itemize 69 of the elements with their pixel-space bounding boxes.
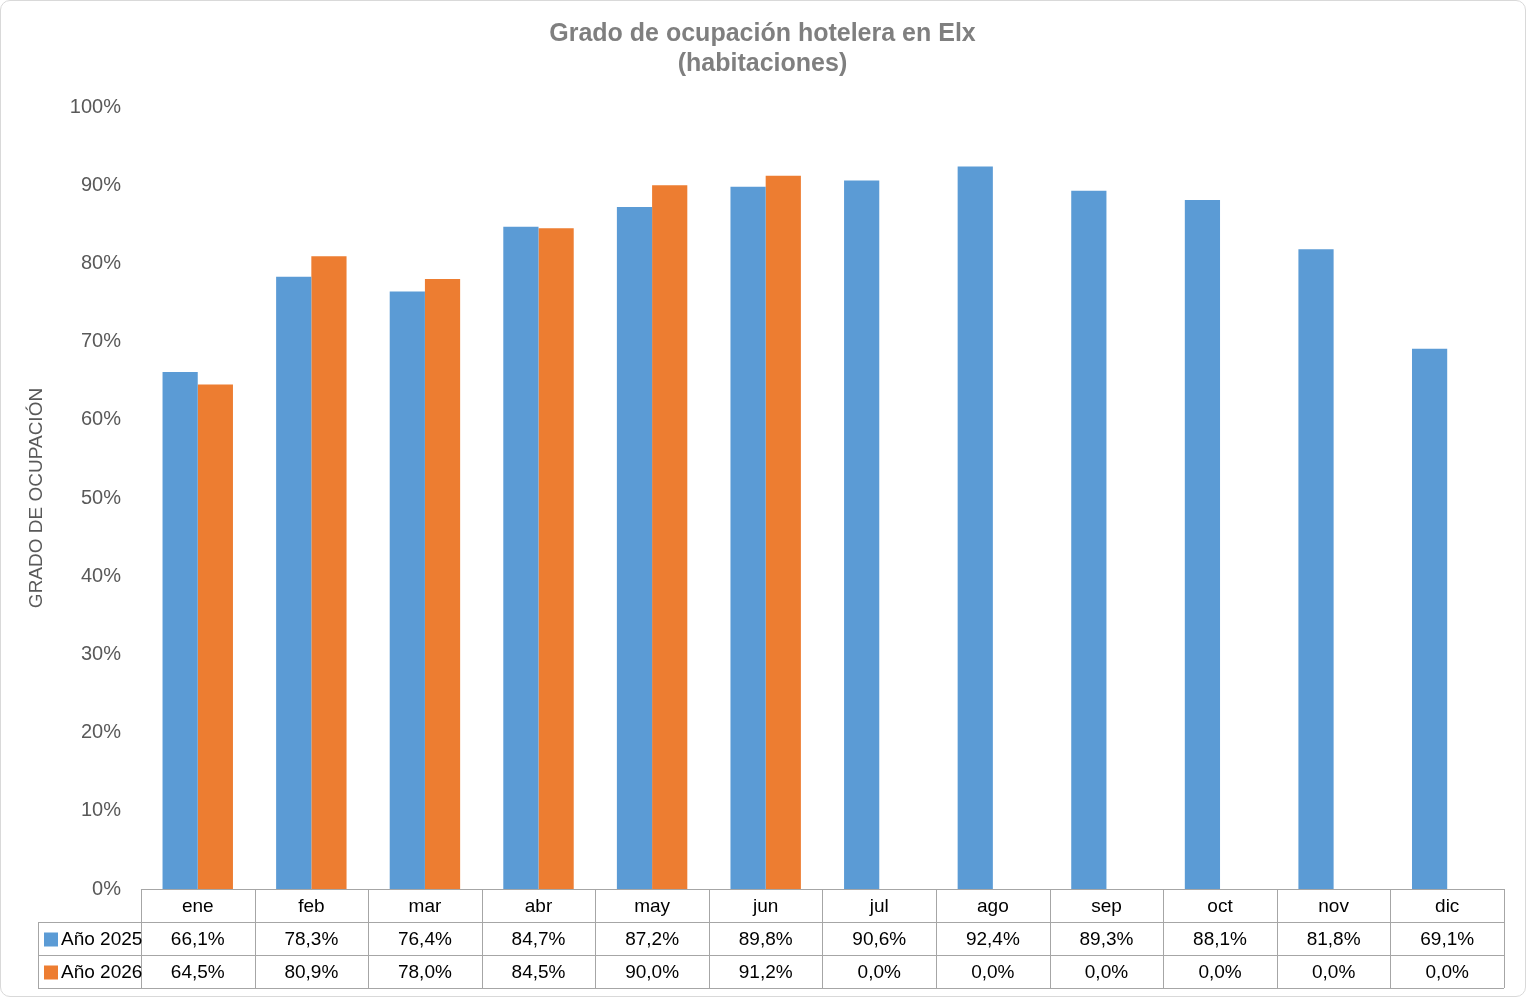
data-label: 84,7% <box>511 927 566 949</box>
x-tick-label: oct <box>1207 894 1234 916</box>
x-tick-label: sep <box>1091 894 1122 916</box>
x-tick-label: may <box>634 894 671 916</box>
y-tick-label: 40% <box>80 563 122 586</box>
y-tick-label: 70% <box>80 329 122 352</box>
data-label: 89,8% <box>738 927 793 949</box>
data-label: 0,0% <box>971 960 1015 982</box>
y-tick-label: 60% <box>80 407 122 430</box>
x-tick-label: ago <box>977 894 1009 916</box>
bar <box>844 180 880 889</box>
x-tick-label: feb <box>298 894 325 916</box>
bar <box>765 175 801 889</box>
legend-label: Año 2025 <box>61 927 143 949</box>
bar <box>389 291 425 889</box>
x-tick-label: jun <box>752 894 779 916</box>
bar <box>957 166 993 889</box>
bar <box>616 207 653 889</box>
bar <box>730 186 766 889</box>
bar <box>162 372 198 889</box>
bar <box>1184 200 1221 889</box>
chart-title: Grado de ocupación hotelera en Elx (habitaciones) <box>549 17 976 76</box>
x-tick-label: dic <box>1435 894 1460 916</box>
bar <box>503 226 539 889</box>
data-label: 87,2% <box>625 927 680 949</box>
data-label: 81,8% <box>1306 927 1361 949</box>
bar <box>424 279 461 889</box>
bar <box>311 256 347 889</box>
y-tick-label: 0% <box>92 876 122 899</box>
data-label: 0,0% <box>1311 960 1356 982</box>
data-label: 90,0% <box>625 960 680 982</box>
y-tick-label: 90% <box>80 172 122 195</box>
data-label: 0,0% <box>857 960 902 982</box>
bar <box>276 276 312 889</box>
data-label: 64,5% <box>170 960 225 982</box>
data-label: 0,0% <box>1084 960 1129 982</box>
data-label: 84,5% <box>511 960 566 982</box>
data-label: 92,4% <box>965 927 1020 949</box>
y-axis-title: GRADO DE OCUPACIÓN <box>24 387 46 609</box>
bar <box>1411 348 1448 889</box>
data-label: 89,3% <box>1079 927 1134 949</box>
y-tick-label: 10% <box>80 798 122 821</box>
bar <box>1298 249 1334 889</box>
data-label: 0,0% <box>1198 960 1242 982</box>
bar <box>538 228 574 889</box>
y-tick-label: 100% <box>69 94 122 117</box>
x-tick-label: jul <box>868 894 889 916</box>
legend-label: Año 2026 <box>61 960 143 982</box>
x-tick-label: abr <box>524 894 553 916</box>
data-label: 78,3% <box>284 927 339 949</box>
data-label: 88,1% <box>1193 927 1248 949</box>
x-tick-label: ene <box>181 894 214 916</box>
data-label: 90,6% <box>852 927 907 949</box>
data-label: 80,9% <box>284 960 339 982</box>
x-tick-label: nov <box>1318 894 1350 916</box>
bar <box>652 185 688 889</box>
data-label: 76,4% <box>397 927 452 949</box>
y-tick-label: 30% <box>80 641 122 664</box>
data-label: 78,0% <box>397 960 452 982</box>
data-label: 91,2% <box>738 960 793 982</box>
data-label: 0,0% <box>1425 960 1469 982</box>
data-label: 66,1% <box>170 927 225 949</box>
bar <box>1071 190 1107 889</box>
y-tick-label: 50% <box>80 485 122 508</box>
y-tick-label: 20% <box>80 720 122 743</box>
data-label: 69,1% <box>1420 927 1475 949</box>
x-tick-label: mar <box>408 894 442 916</box>
y-tick-label: 80% <box>80 250 122 273</box>
bar <box>197 384 233 889</box>
